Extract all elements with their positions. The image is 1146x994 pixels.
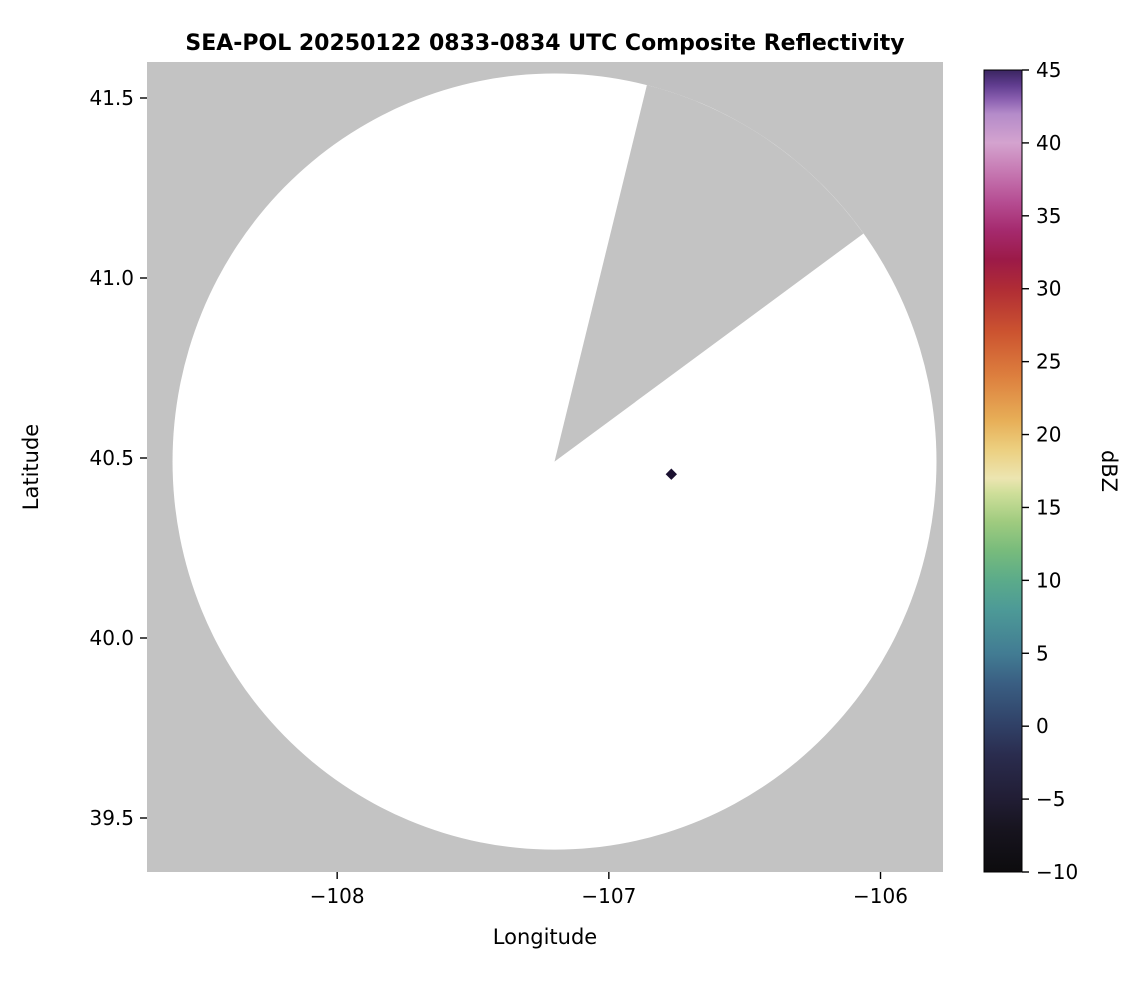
x-axis-label: Longitude <box>493 925 597 949</box>
colorbar-tick-label: 5 <box>1036 641 1049 665</box>
x-tick-label: −106 <box>853 884 908 908</box>
colorbar-label: dBZ <box>1097 450 1121 492</box>
colorbar-tick-label: 25 <box>1036 350 1061 374</box>
colorbar-bar <box>983 69 1023 873</box>
colorbar-tick-label: 40 <box>1036 131 1061 155</box>
blocked-sector-wedge <box>554 85 864 462</box>
colorbar-tick-label: −5 <box>1036 787 1065 811</box>
colorbar-tick-label: 45 <box>1036 58 1061 82</box>
colorbar: −10 −5 0 5 10 15 20 25 30 35 40 45 <box>983 58 1078 884</box>
y-tick-label: 39.5 <box>89 806 134 830</box>
chart-title: SEA-POL 20250122 0833-0834 UTC Composite… <box>185 31 904 56</box>
y-tick-label: 40.0 <box>89 626 134 650</box>
y-tick-label: 40.5 <box>89 446 134 470</box>
y-tick-label: 41.5 <box>89 86 134 110</box>
echo-point <box>665 468 677 480</box>
y-axis-label: Latitude <box>19 424 43 510</box>
colorbar-tick-label: 10 <box>1036 568 1061 592</box>
plot-area <box>147 62 943 872</box>
colorbar-tick-label: 15 <box>1036 495 1061 519</box>
colorbar-tick-label: −10 <box>1036 860 1078 884</box>
axes-ticks: −108 −107 −106 39.5 40.0 40.5 41.0 41.5 <box>89 86 908 908</box>
x-tick-label: −107 <box>581 884 636 908</box>
colorbar-tick-label: 0 <box>1036 714 1049 738</box>
colorbar-tick-label: 35 <box>1036 204 1061 228</box>
colorbar-tick-label: 30 <box>1036 277 1061 301</box>
y-tick-label: 41.0 <box>89 266 134 290</box>
colorbar-tick-label: 20 <box>1036 423 1061 447</box>
x-tick-label: −108 <box>310 884 365 908</box>
